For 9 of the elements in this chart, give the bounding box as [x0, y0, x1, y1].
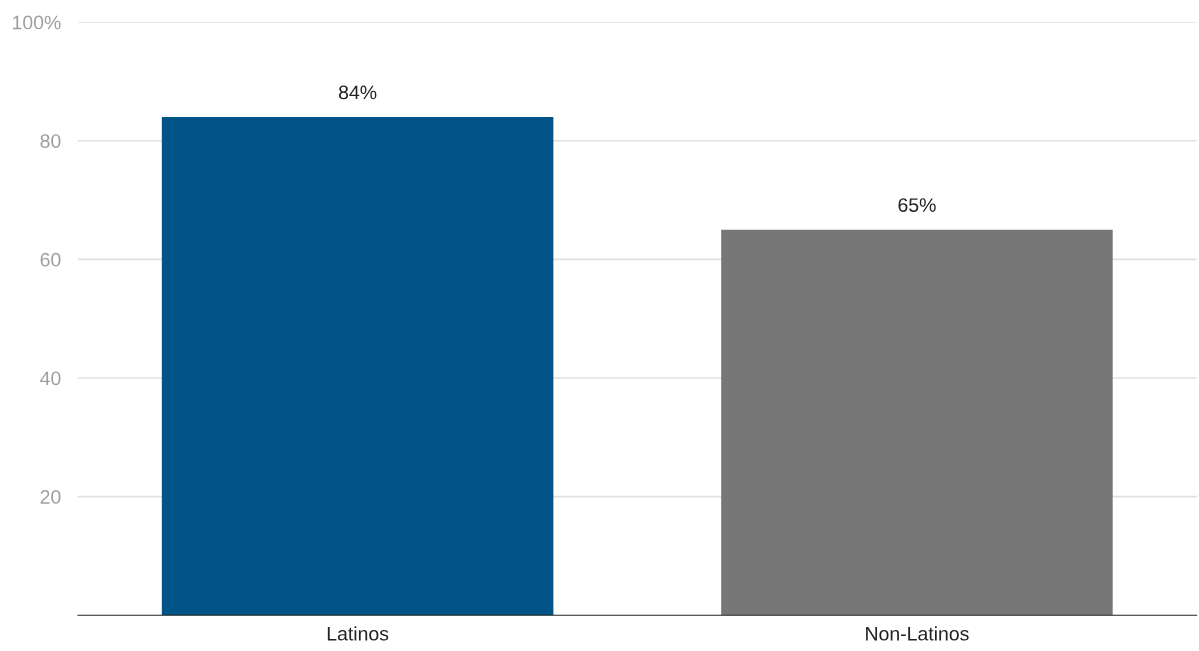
- y-tick-label: 100%: [13, 15, 61, 30]
- x-tick-label: Latinos: [327, 626, 389, 641]
- y-tick-label: 80: [40, 134, 61, 148]
- data-label: 84%: [338, 85, 377, 100]
- y-tick-label: 40: [40, 371, 61, 386]
- y-tick-label: 20: [40, 490, 61, 504]
- data-label: 65%: [898, 198, 936, 212]
- y-tick-label: 60: [40, 252, 61, 267]
- x-tick-label: Non-Latinos: [866, 626, 969, 641]
